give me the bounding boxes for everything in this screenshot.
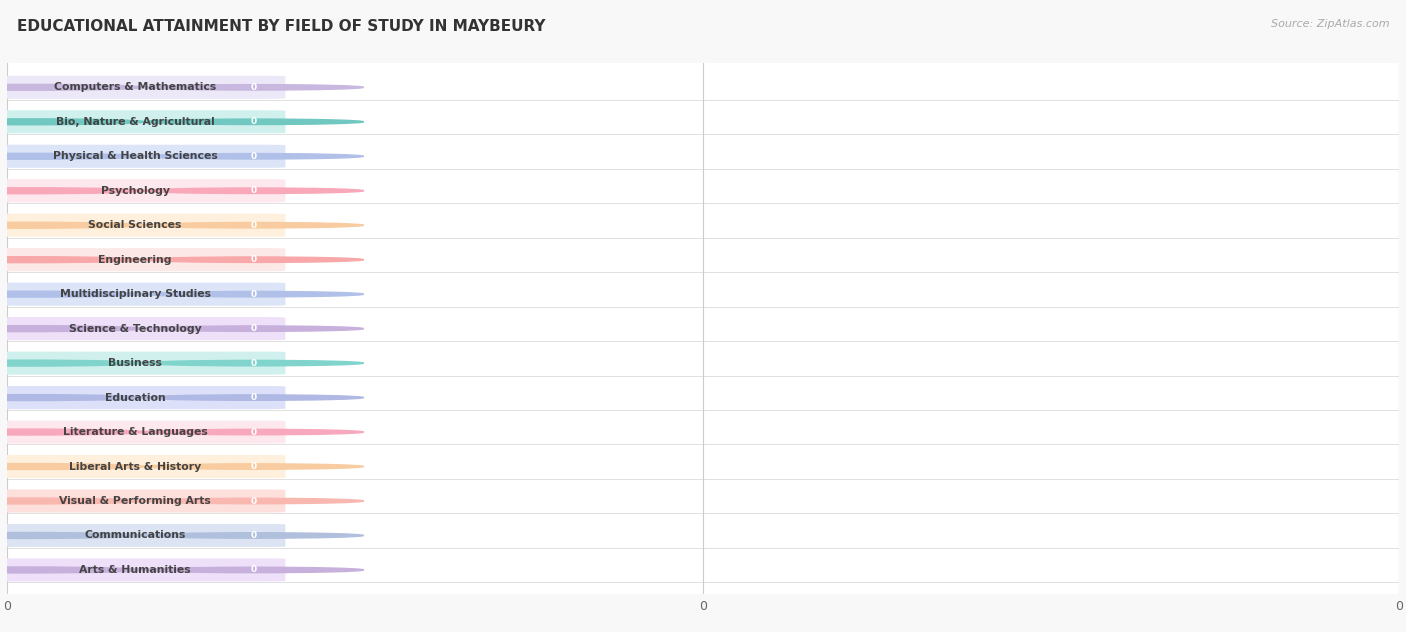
Text: 0: 0 <box>250 497 256 506</box>
Text: 0: 0 <box>250 186 256 195</box>
FancyBboxPatch shape <box>0 76 285 99</box>
Text: 0: 0 <box>250 566 256 574</box>
Circle shape <box>0 257 145 263</box>
Text: Liberal Arts & History: Liberal Arts & History <box>69 461 201 471</box>
Text: 0: 0 <box>250 428 256 437</box>
Circle shape <box>0 84 145 90</box>
Text: Visual & Performing Arts: Visual & Performing Arts <box>59 496 211 506</box>
Circle shape <box>143 85 364 90</box>
Circle shape <box>143 257 364 262</box>
Circle shape <box>0 360 145 366</box>
FancyBboxPatch shape <box>0 145 285 168</box>
Circle shape <box>0 498 145 504</box>
Circle shape <box>143 222 364 228</box>
Circle shape <box>143 567 364 573</box>
Text: Arts & Humanities: Arts & Humanities <box>79 565 191 575</box>
FancyBboxPatch shape <box>0 559 285 581</box>
Text: 0: 0 <box>250 324 256 333</box>
Text: Engineering: Engineering <box>98 255 172 265</box>
Text: Social Sciences: Social Sciences <box>89 220 181 230</box>
Text: EDUCATIONAL ATTAINMENT BY FIELD OF STUDY IN MAYBEURY: EDUCATIONAL ATTAINMENT BY FIELD OF STUDY… <box>17 19 546 34</box>
Text: 0: 0 <box>250 358 256 368</box>
Text: Education: Education <box>104 392 166 403</box>
Circle shape <box>143 429 364 435</box>
Text: Source: ZipAtlas.com: Source: ZipAtlas.com <box>1271 19 1389 29</box>
Circle shape <box>0 188 145 194</box>
Text: Computers & Mathematics: Computers & Mathematics <box>53 82 217 92</box>
Text: Science & Technology: Science & Technology <box>69 324 201 334</box>
Text: 0: 0 <box>250 289 256 299</box>
Circle shape <box>143 119 364 125</box>
Text: Literature & Languages: Literature & Languages <box>63 427 208 437</box>
FancyBboxPatch shape <box>0 420 285 444</box>
FancyBboxPatch shape <box>0 110 285 133</box>
Circle shape <box>0 291 145 297</box>
FancyBboxPatch shape <box>0 489 285 513</box>
Circle shape <box>0 325 145 332</box>
Circle shape <box>0 154 145 159</box>
FancyBboxPatch shape <box>0 455 285 478</box>
Circle shape <box>143 395 364 400</box>
FancyBboxPatch shape <box>0 214 285 237</box>
Text: 0: 0 <box>250 393 256 402</box>
Text: 0: 0 <box>250 255 256 264</box>
Text: Business: Business <box>108 358 162 368</box>
Text: 0: 0 <box>250 118 256 126</box>
FancyBboxPatch shape <box>0 351 285 375</box>
Text: Physical & Health Sciences: Physical & Health Sciences <box>52 151 218 161</box>
FancyBboxPatch shape <box>0 179 285 202</box>
Text: 0: 0 <box>250 531 256 540</box>
FancyBboxPatch shape <box>0 317 285 340</box>
Circle shape <box>143 360 364 366</box>
Circle shape <box>143 533 364 538</box>
FancyBboxPatch shape <box>0 524 285 547</box>
Circle shape <box>0 463 145 470</box>
Text: Bio, Nature & Agricultural: Bio, Nature & Agricultural <box>56 117 215 127</box>
FancyBboxPatch shape <box>0 386 285 409</box>
Text: 0: 0 <box>250 221 256 229</box>
Circle shape <box>143 154 364 159</box>
Circle shape <box>0 533 145 538</box>
Circle shape <box>143 188 364 193</box>
Text: 0: 0 <box>250 152 256 161</box>
Circle shape <box>143 464 364 470</box>
Text: Communications: Communications <box>84 530 186 540</box>
Text: Psychology: Psychology <box>101 186 170 196</box>
Circle shape <box>143 326 364 331</box>
Circle shape <box>0 429 145 435</box>
Circle shape <box>0 567 145 573</box>
Circle shape <box>0 394 145 401</box>
Circle shape <box>143 498 364 504</box>
FancyBboxPatch shape <box>0 248 285 271</box>
Circle shape <box>143 291 364 297</box>
Text: Multidisciplinary Studies: Multidisciplinary Studies <box>59 289 211 299</box>
FancyBboxPatch shape <box>0 283 285 306</box>
Circle shape <box>0 222 145 228</box>
Text: 0: 0 <box>250 462 256 471</box>
Text: 0: 0 <box>250 83 256 92</box>
Circle shape <box>0 119 145 125</box>
